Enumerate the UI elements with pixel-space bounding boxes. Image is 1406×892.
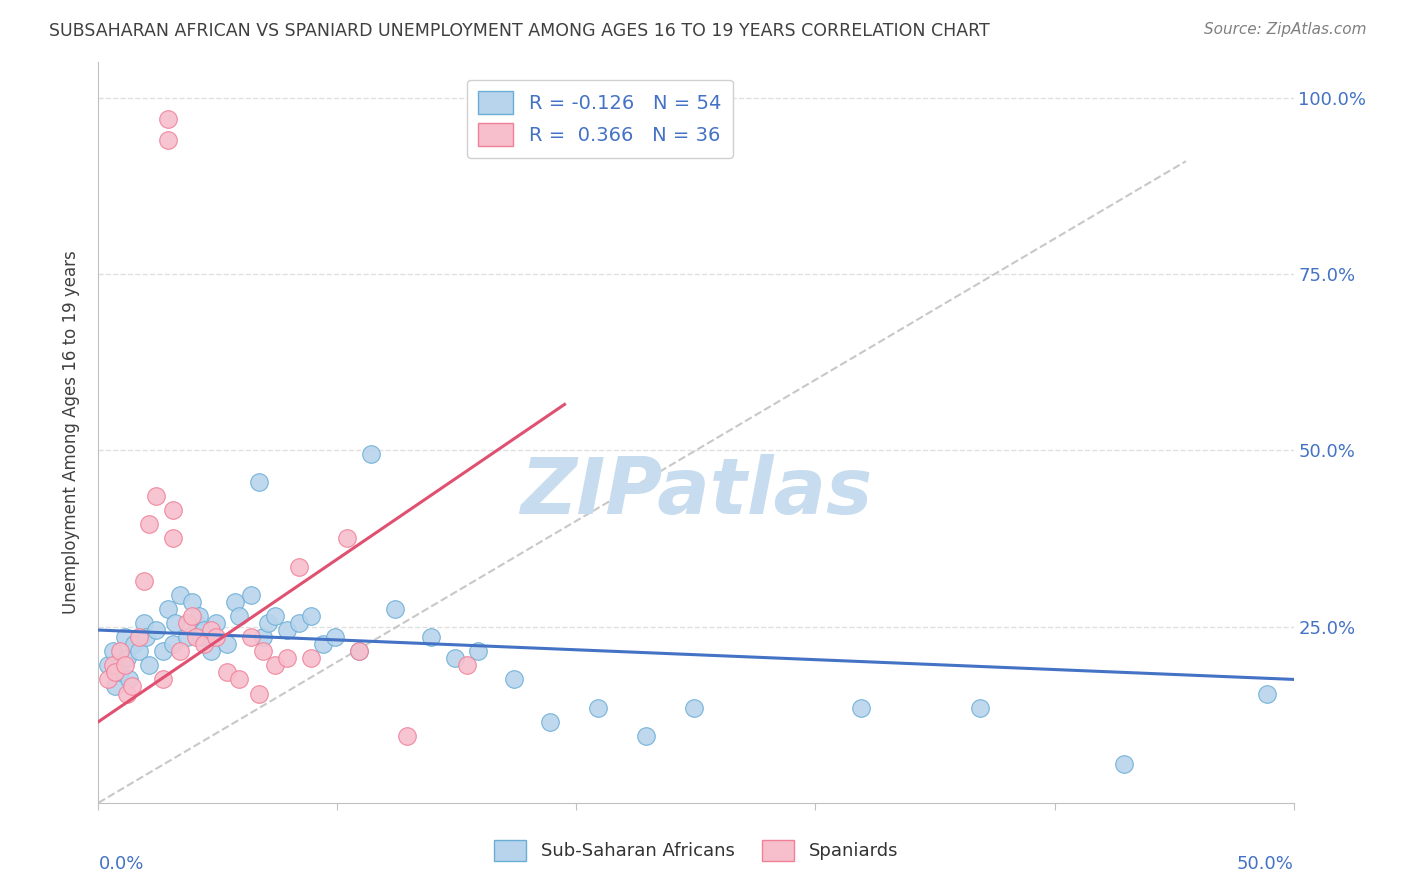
Point	[97, 673, 120, 687]
Point	[682, 700, 704, 714]
Point	[634, 729, 657, 743]
Point	[180, 609, 202, 624]
Point	[384, 602, 406, 616]
Point	[152, 673, 174, 687]
Point	[108, 665, 131, 680]
Point	[128, 630, 150, 644]
Point	[97, 658, 120, 673]
Point	[156, 133, 179, 147]
Point	[193, 623, 215, 637]
Point	[347, 644, 370, 658]
Point	[115, 651, 138, 665]
Point	[156, 602, 179, 616]
Point	[240, 588, 263, 602]
Point	[162, 503, 184, 517]
Point	[156, 112, 179, 126]
Point	[264, 609, 287, 624]
Point	[114, 630, 136, 644]
Point	[347, 644, 370, 658]
Point	[124, 637, 146, 651]
Point	[252, 644, 274, 658]
Point	[104, 665, 127, 680]
Point	[193, 637, 215, 651]
Text: ZIPatlas: ZIPatlas	[520, 454, 872, 530]
Point	[204, 615, 226, 630]
Point	[186, 630, 208, 644]
Point	[104, 680, 127, 694]
Point	[114, 658, 136, 673]
Point	[299, 651, 322, 665]
Point	[180, 595, 202, 609]
Point	[162, 637, 184, 651]
Point	[969, 700, 991, 714]
Point	[187, 609, 209, 624]
Point	[138, 517, 160, 532]
Y-axis label: Unemployment Among Ages 16 to 19 years: Unemployment Among Ages 16 to 19 years	[62, 251, 80, 615]
Point	[121, 680, 143, 694]
Point	[169, 588, 191, 602]
Point	[200, 623, 222, 637]
Point	[101, 644, 124, 658]
Point	[395, 729, 418, 743]
Point	[101, 658, 124, 673]
Point	[276, 623, 298, 637]
Point	[252, 630, 274, 644]
Point	[288, 615, 311, 630]
Point	[145, 623, 167, 637]
Point	[163, 615, 186, 630]
Point	[1256, 686, 1278, 700]
Point	[503, 673, 526, 687]
Text: SUBSAHARAN AFRICAN VS SPANIARD UNEMPLOYMENT AMONG AGES 16 TO 19 YEARS CORRELATIO: SUBSAHARAN AFRICAN VS SPANIARD UNEMPLOYM…	[49, 22, 990, 40]
Point	[128, 644, 150, 658]
Point	[200, 644, 222, 658]
Text: Source: ZipAtlas.com: Source: ZipAtlas.com	[1204, 22, 1367, 37]
Point	[288, 559, 311, 574]
Point	[312, 637, 335, 651]
Point	[276, 651, 298, 665]
Point	[228, 673, 250, 687]
Point	[217, 637, 239, 651]
Point	[586, 700, 609, 714]
Point	[204, 630, 226, 644]
Point	[169, 644, 191, 658]
Point	[118, 673, 141, 687]
Point	[336, 532, 359, 546]
Point	[299, 609, 322, 624]
Legend: Sub-Saharan Africans, Spaniards: Sub-Saharan Africans, Spaniards	[486, 832, 905, 868]
Point	[257, 615, 280, 630]
Point	[467, 644, 489, 658]
Point	[138, 658, 160, 673]
Text: 0.0%: 0.0%	[98, 855, 143, 872]
Point	[323, 630, 346, 644]
Point	[264, 658, 287, 673]
Point	[132, 615, 155, 630]
Point	[247, 686, 270, 700]
Point	[145, 489, 167, 503]
Point	[190, 630, 212, 644]
Point	[443, 651, 465, 665]
Point	[1112, 757, 1135, 772]
Point	[224, 595, 246, 609]
Point	[108, 644, 131, 658]
Point	[228, 609, 250, 624]
Point	[176, 630, 198, 644]
Point	[240, 630, 263, 644]
Point	[247, 475, 270, 489]
Point	[132, 574, 155, 588]
Point	[152, 644, 174, 658]
Point	[419, 630, 441, 644]
Point	[538, 714, 561, 729]
Point	[186, 615, 208, 630]
Point	[135, 630, 157, 644]
Point	[115, 686, 138, 700]
Point	[456, 658, 478, 673]
Point	[162, 532, 184, 546]
Point	[217, 665, 239, 680]
Point	[849, 700, 872, 714]
Text: 50.0%: 50.0%	[1237, 855, 1294, 872]
Point	[176, 615, 198, 630]
Point	[360, 447, 382, 461]
